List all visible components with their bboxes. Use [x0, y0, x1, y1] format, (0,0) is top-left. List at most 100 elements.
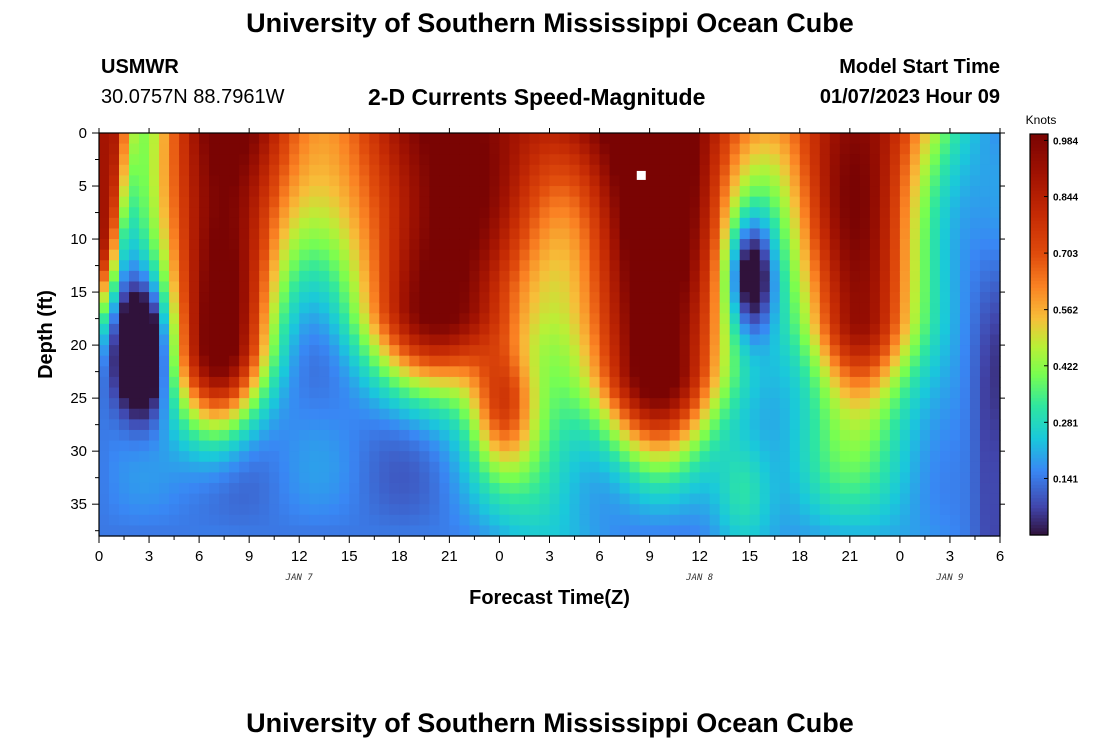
heatmap-cell [949, 249, 961, 261]
colorbar-swatch [1030, 224, 1048, 229]
heatmap-cell [969, 440, 981, 452]
heatmap-cell [219, 143, 230, 155]
heatmap-cell [889, 196, 901, 208]
heatmap-cell [849, 239, 861, 251]
heatmap-cell [419, 175, 430, 187]
heatmap-cell [979, 398, 991, 410]
heatmap-cell [779, 164, 791, 177]
heatmap-cell [389, 440, 400, 452]
heatmap-cell [509, 376, 521, 389]
heatmap-cell [729, 334, 741, 346]
heatmap-cell [919, 270, 931, 283]
heatmap-cell [129, 419, 140, 431]
heatmap-cell [369, 345, 380, 357]
heatmap-cell [759, 302, 771, 314]
heatmap-cell [929, 440, 941, 452]
heatmap-cell [909, 143, 921, 155]
heatmap-cell [239, 313, 250, 325]
heatmap-cell [459, 207, 471, 219]
heatmap-cell [269, 207, 280, 219]
heatmap-cell [99, 525, 110, 537]
heatmap-cell [499, 313, 511, 325]
heatmap-cell [929, 419, 941, 431]
heatmap-cell [849, 281, 861, 293]
heatmap-cell [839, 398, 851, 410]
heatmap-cell [189, 408, 200, 420]
colorbar-swatch [1030, 374, 1048, 379]
heatmap-cell [719, 292, 731, 304]
heatmap-cell [359, 408, 370, 420]
heatmap-cell [439, 196, 450, 208]
heatmap-cell [559, 334, 571, 346]
heatmap-cell [879, 217, 891, 230]
heatmap-cell [979, 429, 991, 442]
heatmap-cell [929, 323, 941, 336]
heatmap-cell [669, 408, 681, 420]
heatmap-cell [869, 461, 881, 473]
heatmap-cell [519, 493, 531, 505]
heatmap-cell [459, 133, 471, 145]
heatmap-cell [129, 164, 140, 177]
heatmap-cell [109, 175, 120, 187]
heatmap-cell [429, 387, 440, 399]
heatmap-cell [269, 302, 280, 314]
heatmap-cell [519, 366, 531, 378]
heatmap-cell [569, 133, 581, 145]
heatmap-cell [249, 408, 260, 420]
heatmap-cell [969, 493, 981, 505]
heatmap-cell [829, 228, 841, 240]
heatmap-cell [139, 440, 150, 452]
heatmap-cell [929, 429, 941, 442]
heatmap-cell [319, 440, 330, 452]
heatmap-cell [259, 461, 270, 473]
heatmap-cell [519, 345, 531, 357]
heatmap-cell [799, 525, 811, 537]
colorbar-swatch [1030, 498, 1048, 503]
heatmap-cell [339, 186, 350, 198]
heatmap-cell [519, 133, 531, 145]
heatmap-cell [989, 514, 1001, 526]
heatmap-cell [369, 302, 380, 314]
heatmap-cell [649, 429, 661, 442]
heatmap-cell [209, 292, 220, 304]
heatmap-cell [439, 514, 450, 526]
heatmap-cell [639, 376, 651, 389]
heatmap-cell [219, 196, 230, 208]
heatmap-cell [239, 429, 250, 442]
heatmap-cell [559, 281, 571, 293]
heatmap-cell [539, 482, 551, 495]
heatmap-cell [119, 419, 130, 431]
heatmap-cell [139, 345, 150, 357]
heatmap-cell [529, 323, 541, 336]
heatmap-cell [159, 313, 170, 325]
heatmap-cell [519, 419, 531, 431]
colorbar-swatch [1030, 301, 1048, 306]
heatmap-cell [169, 504, 180, 516]
heatmap-cell [319, 504, 330, 516]
heatmap-cell [129, 260, 140, 272]
heatmap-cell [249, 419, 260, 431]
heatmap-cell [169, 514, 180, 526]
heatmap-cell [759, 429, 771, 442]
heatmap-cell [509, 270, 521, 283]
heatmap-cell [699, 164, 711, 177]
heatmap-cell [179, 270, 190, 283]
heatmap-cell [169, 281, 180, 293]
heatmap-cell [849, 292, 861, 304]
heatmap-cell [399, 270, 410, 283]
heatmap-cell [279, 292, 290, 304]
heatmap-cell [359, 154, 370, 166]
heatmap-cell [279, 239, 290, 251]
heatmap-cell [519, 323, 531, 336]
heatmap-cell [99, 366, 110, 378]
heatmap-cell [689, 334, 701, 346]
heatmap-cell [599, 154, 611, 166]
heatmap-cell [929, 239, 941, 251]
heatmap-cell [459, 493, 471, 505]
heatmap-cell [429, 376, 440, 389]
heatmap-cell [459, 482, 471, 495]
heatmap-cell [639, 355, 651, 367]
heatmap-cell [759, 419, 771, 431]
heatmap-cell [279, 366, 290, 378]
heatmap-cell [749, 175, 761, 187]
